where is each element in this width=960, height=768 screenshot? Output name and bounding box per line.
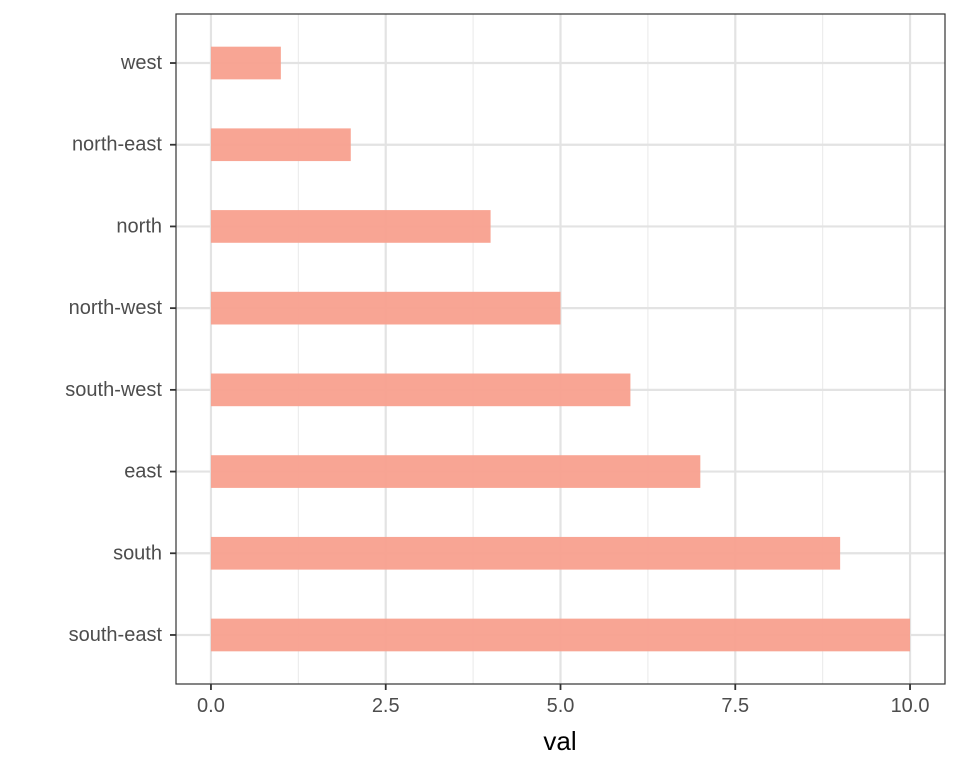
bar-east xyxy=(210,455,701,488)
x-tick-label: 5.0 xyxy=(547,695,575,717)
y-tick-label: south-west xyxy=(65,379,162,401)
bar-south-west xyxy=(210,373,631,407)
bar-west xyxy=(210,46,281,80)
bars xyxy=(210,46,911,652)
grid-lines xyxy=(176,14,945,684)
bar-south-east xyxy=(210,618,911,652)
y-tick-label: west xyxy=(120,52,163,74)
x-tick-label: 0.0 xyxy=(197,695,225,717)
y-tick-label: north-west xyxy=(69,297,163,319)
x-axis: 0.0 2.5 5.0 7.5 10.0 xyxy=(197,684,930,717)
y-tick-label: north xyxy=(116,215,162,237)
x-tick-label: 7.5 xyxy=(721,695,749,717)
bar-north-east xyxy=(210,128,351,162)
y-tick-label: east xyxy=(124,461,162,483)
bar-north-west xyxy=(210,291,561,325)
bar-north xyxy=(210,210,491,243)
x-tick-label: 2.5 xyxy=(372,695,400,717)
y-axis: west north-east north north-west south-west e… xyxy=(65,52,176,646)
y-tick-label: north-east xyxy=(72,134,162,156)
bar-south xyxy=(210,536,841,570)
x-tick-label: 10.0 xyxy=(891,695,930,717)
x-axis-title: val xyxy=(543,726,576,756)
y-tick-label: south-east xyxy=(69,624,163,646)
y-tick-label: south xyxy=(113,542,162,564)
